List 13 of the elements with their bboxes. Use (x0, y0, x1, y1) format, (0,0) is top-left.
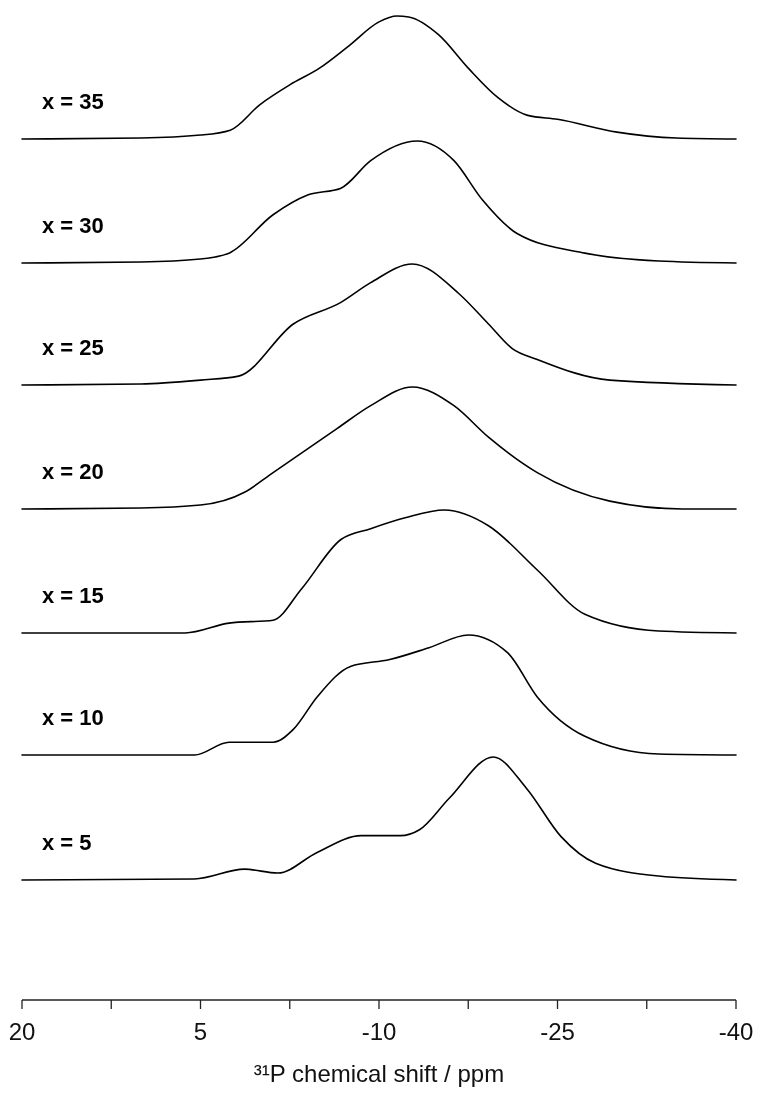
x-tick-label: 20 (8, 1018, 36, 1045)
series-label: x = 30 (42, 212, 104, 238)
x-tick-label: -25 (540, 1018, 575, 1045)
series-label: x = 35 (42, 89, 104, 114)
series-label: x = 25 (42, 335, 104, 360)
series-label: x = 15 (42, 582, 104, 608)
series-label: x = 10 (42, 704, 104, 730)
series-label: x = 5 (42, 829, 92, 855)
x-axis-title: ³¹P chemical shift / ppm (253, 1060, 505, 1087)
series-label: x = 20 (42, 458, 104, 484)
x-tick-label: -10 (361, 1018, 397, 1045)
x-tick-label: -40 (718, 1018, 754, 1045)
x-tick-label: 5 (193, 1018, 208, 1045)
